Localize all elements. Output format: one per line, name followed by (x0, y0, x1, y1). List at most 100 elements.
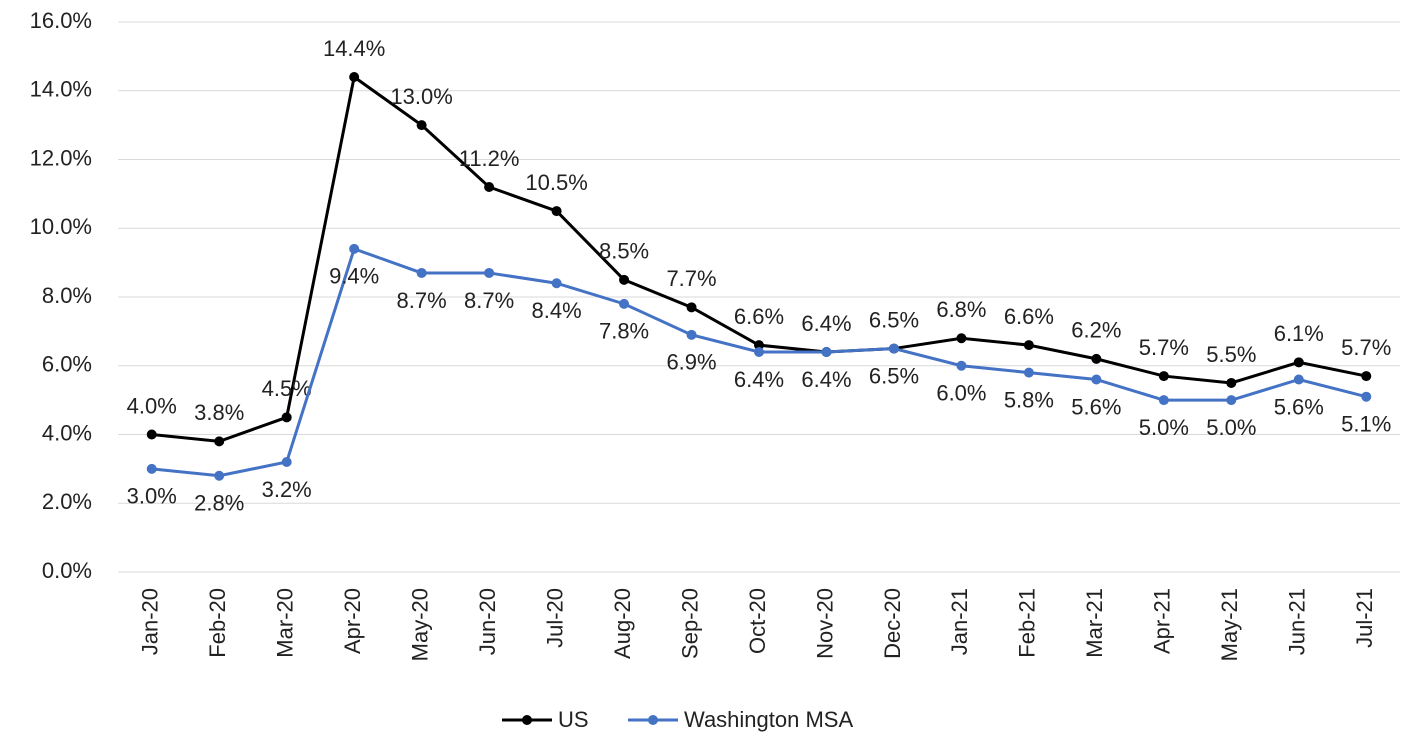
value-label: 5.8% (1004, 387, 1054, 412)
value-label: 6.1% (1274, 321, 1324, 346)
value-label: 5.5% (1206, 342, 1256, 367)
y-tick-label: 14.0% (30, 77, 92, 102)
x-tick-label: Jul-20 (542, 588, 567, 648)
legend-marker (648, 715, 658, 725)
point (686, 302, 697, 313)
value-label: 5.1% (1341, 412, 1391, 437)
point (1226, 377, 1237, 388)
point (686, 329, 697, 340)
point (349, 243, 360, 254)
value-label: 6.4% (801, 311, 851, 336)
point (1361, 371, 1372, 382)
value-label: 8.4% (532, 298, 582, 323)
x-tick-label: Apr-20 (340, 588, 365, 654)
point (1023, 367, 1034, 378)
point (281, 457, 292, 467)
point (821, 347, 832, 357)
y-tick-label: 2.0% (42, 489, 92, 514)
x-tick-label: Dec-20 (880, 588, 905, 659)
point (214, 436, 225, 447)
point (484, 267, 495, 278)
point (416, 267, 427, 278)
value-label: 11.2% (459, 146, 520, 171)
y-tick-label: 8.0% (42, 283, 92, 308)
y-tick-label: 6.0% (42, 352, 92, 377)
x-tick-label: Nov-20 (812, 588, 837, 659)
x-tick-label: Jan-20 (138, 588, 163, 655)
point (619, 298, 630, 309)
value-label: 4.0% (127, 393, 177, 418)
point (956, 333, 967, 344)
point (619, 274, 630, 285)
x-tick-label: May-21 (1217, 588, 1242, 661)
value-label: 6.6% (1004, 304, 1054, 329)
value-label: 5.0% (1206, 415, 1256, 440)
point (754, 340, 764, 351)
value-label: 6.5% (869, 307, 919, 332)
point (1158, 371, 1169, 382)
point (349, 72, 360, 82)
x-tick-label: Aug-20 (610, 588, 635, 659)
y-tick-label: 10.0% (30, 214, 92, 239)
x-tick-label: Jun-21 (1285, 588, 1310, 655)
value-label: 6.5% (869, 363, 919, 388)
y-tick-label: 16.0% (30, 8, 92, 33)
value-label: 5.7% (1139, 335, 1189, 360)
value-label: 8.7% (464, 288, 514, 313)
value-label: 3.8% (194, 400, 244, 425)
value-label: 5.7% (1341, 335, 1391, 360)
point (1293, 357, 1304, 368)
x-tick-label: Feb-20 (205, 588, 230, 658)
point (146, 429, 157, 440)
legend-marker (522, 715, 532, 725)
legend-label: US (558, 707, 589, 732)
point (146, 463, 157, 474)
value-label: 7.8% (599, 319, 649, 344)
point (214, 470, 225, 481)
value-label: 6.4% (801, 367, 851, 392)
point (1091, 353, 1102, 364)
value-label: 6.9% (666, 350, 716, 375)
value-label: 13.0% (390, 84, 452, 109)
value-label: 8.7% (397, 288, 447, 313)
point (1226, 395, 1237, 406)
x-tick-label: Feb-21 (1015, 588, 1040, 658)
point (1158, 395, 1169, 406)
value-label: 3.2% (262, 477, 312, 502)
x-tick-label: Apr-21 (1150, 588, 1175, 654)
point (416, 120, 427, 131)
point (484, 182, 495, 192)
value-label: 3.0% (127, 484, 177, 509)
x-tick-label: Oct-20 (745, 588, 770, 654)
value-label: 9.4% (329, 264, 379, 289)
x-tick-label: Mar-21 (1082, 588, 1107, 658)
value-label: 6.4% (734, 367, 784, 392)
point (1091, 374, 1102, 385)
x-tick-label: Sep-20 (677, 588, 702, 659)
y-tick-label: 4.0% (42, 420, 92, 445)
x-tick-label: May-20 (407, 588, 432, 661)
value-label: 6.0% (936, 381, 986, 406)
point (281, 412, 292, 423)
legend-label: Washington MSA (684, 707, 853, 732)
point (551, 206, 562, 217)
point (956, 360, 967, 371)
value-label: 6.8% (936, 297, 986, 322)
x-tick-label: Jan-21 (947, 588, 972, 655)
value-label: 7.7% (666, 266, 716, 291)
point (1023, 340, 1034, 351)
point (754, 347, 764, 357)
value-label: 10.5% (525, 170, 587, 195)
value-label: 5.6% (1071, 394, 1121, 419)
value-label: 4.5% (262, 376, 312, 401)
value-label: 6.2% (1071, 318, 1121, 343)
point (1361, 391, 1372, 402)
value-label: 14.4% (323, 36, 385, 61)
point (1293, 374, 1304, 385)
x-tick-label: Jul-21 (1352, 588, 1377, 648)
point (551, 278, 562, 289)
value-label: 5.6% (1274, 394, 1324, 419)
y-tick-label: 0.0% (42, 558, 92, 583)
value-label: 5.0% (1139, 415, 1189, 440)
